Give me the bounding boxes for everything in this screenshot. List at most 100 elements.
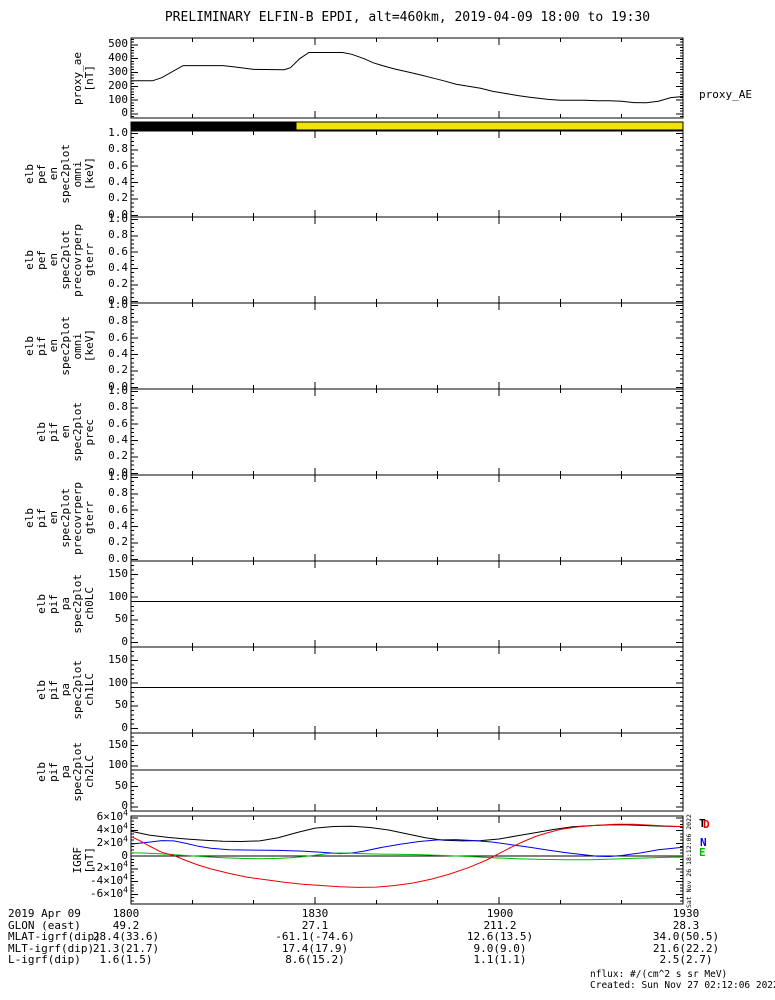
ytick-label: 200: [108, 78, 128, 92]
ytick-label: 0.2: [108, 535, 128, 549]
igrf-legend-D: D: [703, 818, 710, 831]
ytick-label: 6×104: [96, 808, 128, 824]
ytick-label: 0.4: [108, 433, 128, 447]
ytick-label: 0.4: [108, 347, 128, 361]
ytick-label: 4×104: [96, 821, 128, 837]
ytick-label: 0.8: [108, 486, 128, 500]
ytick-label: -2×104: [90, 859, 128, 875]
ephemeris-cell: 17.4(17.9): [281, 941, 349, 955]
ytick-label: 0.6: [108, 330, 128, 344]
ephemeris-row-label: 2019 Apr 09: [8, 907, 81, 920]
panel-elb_pif_pa_ch2LC: [130, 732, 684, 812]
ytick-label: 100: [108, 92, 128, 106]
panel-ylabel-elb_pif_pa_ch1LC: elb pif pa spec2plot ch1LC: [16, 647, 96, 733]
plot-title: PRELIMINARY ELFIN-B EPDI, alt=460km, 201…: [164, 10, 651, 25]
ytick-label: -6×104: [90, 885, 128, 900]
panel-elb_pif_pa_ch0LC: [130, 560, 684, 648]
ytick-label: 0: [121, 720, 128, 734]
panel-frame: [130, 560, 684, 648]
panel-proxy_ae: [130, 37, 684, 119]
igrf-legend-T: T: [699, 817, 706, 830]
ytick-label: 1.0: [108, 125, 128, 139]
flag-bar-segment: [296, 122, 683, 130]
panel-frame: [130, 732, 684, 812]
ytick-label: 1.0: [108, 469, 128, 483]
ytick-label: 50: [114, 698, 128, 712]
panel-elb_pif_pa_ch1LC: [130, 646, 684, 734]
panel-ylabel-elb_pef_en_omni: elb pef en spec2plot omni [keV]: [16, 131, 96, 217]
flag-bar-frame: [130, 121, 684, 131]
panel-elb_pef_en_omni: [130, 130, 684, 218]
flux-units-note: nflux: #/(cm^2 s sr MeV): [590, 969, 728, 980]
panel-ylabel-elb_pif_en_prec: elb pif en spec2plot prec: [16, 389, 96, 475]
ytick-label: 0: [121, 106, 128, 120]
ytick-label: 0.2: [108, 277, 128, 291]
ytick-label: 0.2: [108, 363, 128, 377]
series-N: [130, 839, 684, 858]
ephemeris-cell: 21.3(21.7): [92, 941, 160, 955]
ytick-label: 50: [114, 778, 128, 792]
igrf-legend-N: N: [700, 836, 707, 849]
ephemeris-cell: 28.4(33.6): [92, 930, 160, 944]
ytick-label: 100: [108, 758, 128, 772]
ytick-label: 0.2: [108, 449, 128, 463]
panel-frame: [130, 815, 684, 905]
panel-elb_pif_en_precovrperp_gterr: [130, 474, 684, 562]
panel-elb_pif_en_omni: [130, 302, 684, 390]
ephemeris-cell: 8.6(15.2): [285, 953, 345, 967]
panel-ylabel-word: [nT]: [83, 64, 96, 92]
series-D: [130, 823, 684, 888]
ytick-label: 300: [108, 64, 128, 78]
panel-frame: [130, 216, 684, 304]
panel-ylabel-elb_pif_en_omni: elb pif en spec2plot omni [keV]: [16, 303, 96, 389]
ytick-label: 0: [121, 634, 128, 648]
ephemeris-cell: 2.5(2.7): [659, 953, 713, 967]
ytick-label: 0.8: [108, 228, 128, 242]
flag-bar: [130, 121, 684, 131]
ytick-label: 150: [108, 737, 128, 751]
panel-igrf: [130, 815, 684, 905]
ephemeris-row-label: MLAT-igrf(dip): [8, 930, 101, 944]
ytick-label: 0.4: [108, 519, 128, 533]
ephemeris-cell: 1800: [112, 907, 140, 920]
panel-ylabel-proxy_ae: proxy_ae [nT]: [16, 38, 96, 118]
panel-elb_pif_en_prec: [130, 388, 684, 476]
ytick-label: 0.0: [108, 207, 128, 221]
ytick-label: 0.8: [108, 400, 128, 414]
ytick-label: 0.6: [108, 158, 128, 172]
ytick-label: 1.0: [108, 297, 128, 311]
ytick-label: -4×104: [90, 872, 128, 888]
ytick-label: 100: [108, 589, 128, 603]
panel-elb_pef_en_precovrperp_gterr: [130, 216, 684, 304]
panel-frame: [130, 646, 684, 734]
ephemeris-cell: 1900: [486, 907, 514, 920]
ytick-label: 0.8: [108, 314, 128, 328]
panel-ylabel-word: ch0LC: [83, 587, 96, 621]
panel-ylabel-elb_pif_en_precovrperp_gterr: elb pif en spec2plot precovrperp gterr: [16, 475, 96, 561]
ephemeris-cell: 1.1(1.1): [473, 953, 527, 967]
ytick-label: 500: [108, 37, 128, 51]
side-timestamp: Sat Nov 26 18:12:06 2022: [685, 814, 693, 908]
series-T: [130, 824, 684, 843]
panel-ylabel-elb_pef_en_precovrperp_gterr: elb pef en spec2plot precovrperp gterr: [16, 217, 96, 303]
panel-ylabel-word: ch2LC: [83, 755, 96, 789]
proxy-ae-right-label: proxy_AE: [699, 88, 752, 101]
ephemeris-cell: 1.6(1.5): [99, 953, 153, 967]
ephemeris-cell: 49.2: [112, 918, 140, 932]
ephemeris-cell: 1830: [301, 907, 329, 920]
panel-ylabel-word: [keV]: [83, 157, 96, 191]
ytick-label: 1.0: [108, 383, 128, 397]
panel-ylabel-word: [keV]: [83, 329, 96, 363]
ephemeris-cell: 211.2: [483, 918, 517, 932]
ytick-label: 0.4: [108, 175, 128, 189]
ephemeris-cell: 21.6(22.2): [652, 941, 720, 955]
ephemeris-cell: 34.0(50.5): [652, 930, 720, 944]
ytick-label: 0.6: [108, 244, 128, 258]
panel-ylabel-igrf: IGRF [nT]: [16, 816, 96, 904]
ytick-label: 0.6: [108, 416, 128, 430]
ytick-label: 0.0: [108, 379, 128, 393]
ytick-label: 150: [108, 567, 128, 581]
ytick-label: 1.0: [108, 211, 128, 225]
ephemeris-row-label: MLT-igrf(dip): [8, 941, 95, 955]
